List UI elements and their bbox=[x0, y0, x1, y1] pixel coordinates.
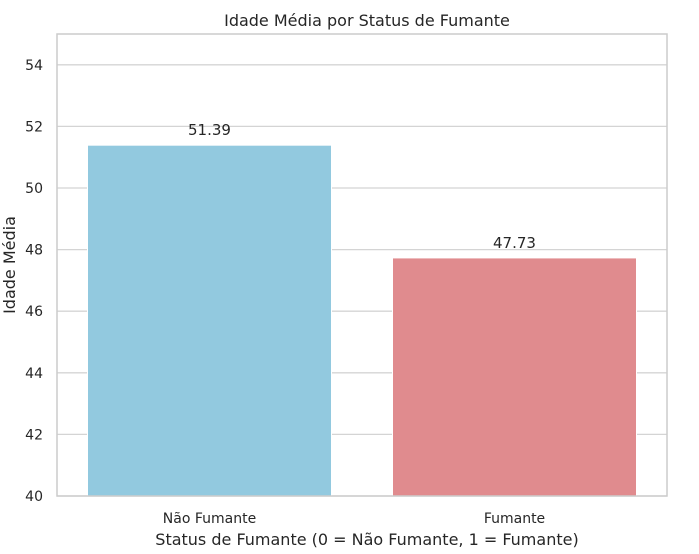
y-tick-label: 40 bbox=[25, 489, 43, 505]
y-tick-label: 42 bbox=[25, 427, 43, 443]
x-tick-label: Não Fumante bbox=[163, 511, 256, 527]
y-tick-label: 50 bbox=[25, 181, 43, 197]
x-tick-label: Fumante bbox=[484, 511, 545, 527]
y-tick-label: 48 bbox=[25, 243, 43, 259]
bar bbox=[392, 257, 637, 497]
y-axis-title: Idade Média bbox=[0, 216, 19, 314]
bar-value-label: 47.73 bbox=[493, 234, 536, 252]
labels-layer: 51.39 47.73 bbox=[188, 121, 536, 252]
plot-frame bbox=[56, 33, 668, 497]
bars-layer bbox=[87, 144, 637, 497]
y-tick-label: 44 bbox=[25, 366, 43, 382]
bar bbox=[87, 144, 332, 497]
y-tick-label: 46 bbox=[25, 304, 43, 320]
x-axis-title: Status de Fumante (0 = Não Fumante, 1 = … bbox=[155, 530, 578, 549]
y-tick-label: 52 bbox=[25, 119, 43, 135]
chart-title: Idade Média por Status de Fumante bbox=[224, 11, 510, 30]
ticks-layer: 40 42 44 46 48 50 52 54 Não Fumante Fumante bbox=[25, 58, 545, 527]
bar-value-label: 51.39 bbox=[188, 121, 231, 139]
spines-layer bbox=[56, 33, 668, 497]
y-tick-label: 54 bbox=[25, 58, 43, 74]
